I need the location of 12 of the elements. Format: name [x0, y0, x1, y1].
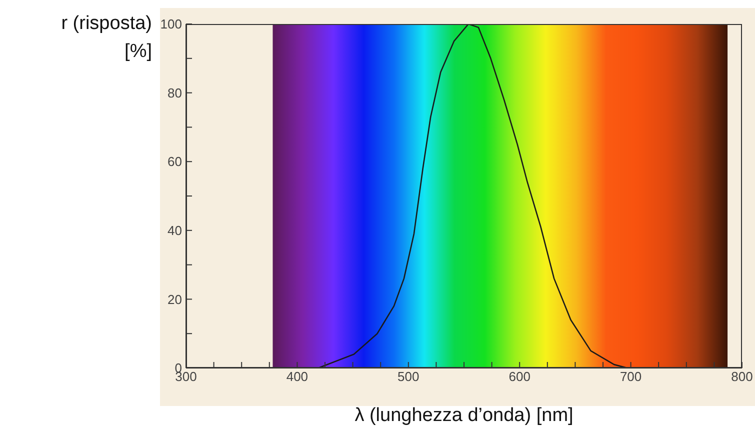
y-tick-label: 80 — [168, 85, 182, 100]
y-axis-title: r (risposta) [%] — [60, 12, 152, 64]
y-tick-label: 100 — [160, 16, 182, 32]
x-axis-title: λ (lunghezza d’onda) [nm] — [354, 405, 574, 427]
x-tick-label: 800 — [731, 369, 753, 384]
x-tick-label: 600 — [508, 369, 530, 384]
x-tick-label: 400 — [286, 369, 308, 384]
x-tick-label: 500 — [398, 369, 420, 384]
y-tick-label: 20 — [168, 292, 182, 307]
y-tick-label: 40 — [168, 223, 182, 238]
y-tick-label: 60 — [168, 154, 182, 170]
x-tick-label: 700 — [620, 369, 642, 384]
